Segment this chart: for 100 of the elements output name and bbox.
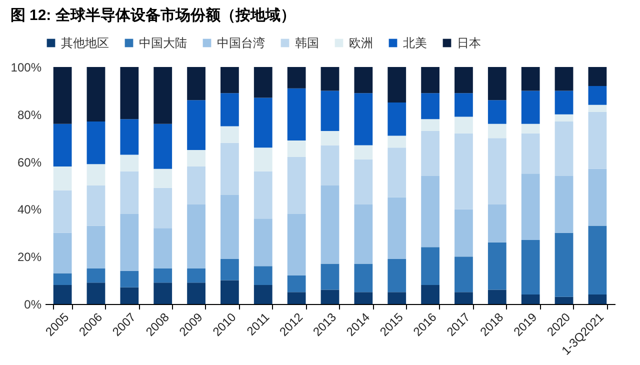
bar — [521, 133, 540, 174]
bar — [120, 270, 139, 288]
bar — [588, 226, 607, 295]
bar — [120, 214, 139, 271]
bar — [320, 67, 340, 91]
bar — [120, 67, 139, 120]
bar — [320, 264, 340, 290]
bar — [588, 294, 607, 304]
bar — [53, 273, 72, 286]
bar — [421, 93, 440, 120]
bar — [421, 130, 440, 176]
bar — [521, 294, 540, 304]
bar — [320, 145, 340, 186]
bar — [588, 67, 607, 86]
bar — [287, 214, 306, 276]
bar — [488, 242, 506, 290]
bar — [254, 171, 272, 219]
bar — [187, 282, 206, 304]
bar — [454, 116, 473, 134]
bar — [254, 98, 272, 148]
bar — [488, 290, 506, 304]
bar — [86, 282, 106, 304]
legend-label: 其他地区 — [61, 36, 109, 50]
bar — [53, 190, 72, 233]
bar — [53, 166, 72, 190]
bar — [320, 130, 340, 146]
bar — [521, 124, 540, 134]
legend-label: 中国台湾 — [217, 36, 265, 50]
bar — [454, 67, 473, 94]
bar — [354, 159, 373, 204]
bar — [86, 164, 106, 186]
bar — [421, 176, 440, 248]
bar — [220, 67, 239, 94]
bar — [554, 296, 574, 304]
y-tick-label: 60% — [17, 155, 42, 170]
bar — [53, 124, 72, 167]
bar — [421, 119, 440, 131]
bar — [254, 67, 272, 98]
bar — [287, 67, 306, 88]
y-tick-label: 20% — [17, 250, 42, 264]
bar — [554, 122, 574, 176]
bar — [521, 67, 540, 91]
bar — [388, 102, 406, 136]
bar — [554, 176, 574, 233]
bar — [220, 280, 239, 304]
bar — [154, 124, 172, 169]
bar — [254, 218, 272, 266]
bar — [254, 266, 272, 286]
bar — [53, 67, 72, 124]
bar — [488, 204, 506, 242]
bar — [220, 142, 239, 195]
bar — [220, 93, 239, 126]
legend-label: 欧洲 — [349, 36, 373, 50]
bar — [53, 285, 72, 304]
bar — [287, 140, 306, 158]
bar — [154, 282, 172, 304]
y-tick-label: 100% — [10, 60, 42, 74]
bar — [53, 232, 72, 274]
bar — [354, 67, 373, 94]
bar — [388, 197, 406, 259]
bar — [86, 268, 106, 283]
y-tick-label: 40% — [17, 202, 42, 217]
bar — [554, 90, 574, 114]
bar — [86, 186, 106, 226]
bar — [521, 174, 540, 240]
bar — [588, 104, 607, 112]
bar — [388, 136, 406, 148]
bar — [388, 292, 406, 304]
legend-label: 北美 — [403, 36, 427, 50]
bar — [454, 292, 473, 304]
bar — [154, 168, 172, 188]
bar — [120, 119, 139, 155]
bar — [588, 112, 607, 169]
legend-label: 韩国 — [295, 36, 319, 50]
legend-label: 中国大陆 — [139, 36, 187, 50]
bar — [287, 276, 306, 292]
bar — [454, 133, 473, 210]
y-tick-label: 80% — [17, 108, 42, 122]
bar — [320, 90, 340, 131]
bar — [154, 268, 172, 283]
bar — [388, 67, 406, 103]
bar — [154, 188, 172, 228]
bar — [354, 93, 373, 146]
bar — [287, 292, 306, 304]
bar — [220, 194, 239, 259]
bar — [454, 256, 473, 292]
chart-title: 图 12: 全球半导体设备市场份额（按地域） — [10, 6, 296, 24]
bar — [320, 186, 340, 264]
bar — [554, 114, 574, 122]
bar — [354, 145, 373, 160]
bar — [588, 86, 607, 105]
bar — [254, 285, 272, 304]
bar — [354, 204, 373, 264]
legend-label: 日本 — [457, 36, 481, 50]
bar — [154, 67, 172, 124]
bar — [554, 232, 574, 297]
bar — [488, 138, 506, 204]
y-tick-label: 0% — [24, 298, 42, 312]
bar — [521, 90, 540, 124]
bar — [354, 264, 373, 292]
